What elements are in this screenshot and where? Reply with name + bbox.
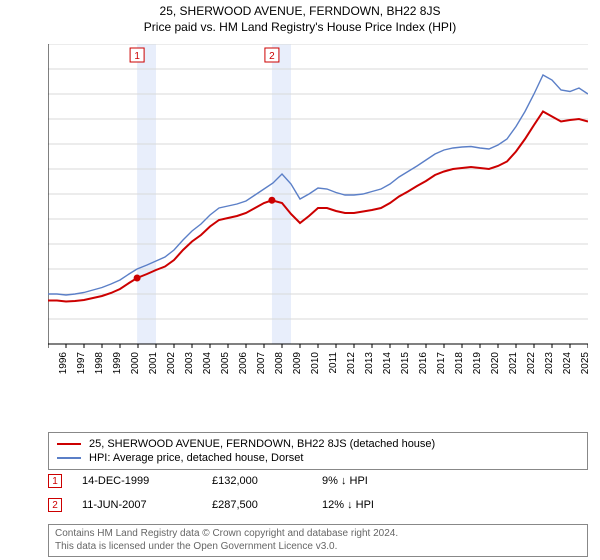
legend-item: 25, SHERWOOD AVENUE, FERNDOWN, BH22 8JS … [57,437,579,451]
svg-text:2008: 2008 [274,352,285,375]
svg-text:2022: 2022 [526,352,537,375]
svg-text:1995: 1995 [48,352,51,375]
svg-text:2025: 2025 [580,352,588,375]
svg-text:2023: 2023 [544,352,555,375]
svg-text:1: 1 [134,51,140,62]
sale-price: £132,000 [212,475,322,487]
title-line-1: 25, SHERWOOD AVENUE, FERNDOWN, BH22 8JS [0,4,600,18]
sale-delta: 9% ↓ HPI [322,475,368,487]
sale-date: 11-JUN-2007 [82,499,212,511]
svg-text:1998: 1998 [94,352,105,375]
svg-text:2002: 2002 [166,352,177,375]
svg-text:2020: 2020 [490,352,501,375]
svg-text:2010: 2010 [310,352,321,375]
svg-text:2021: 2021 [508,352,519,375]
chart-svg: £0£50K£100K£150K£200K£250K£300K£350K£400… [48,44,588,388]
svg-text:2017: 2017 [436,352,447,375]
legend-swatch [57,457,81,459]
svg-text:2014: 2014 [382,352,393,375]
sale-record: 2 11-JUN-2007 £287,500 12% ↓ HPI [48,498,588,512]
footer-line-1: Contains HM Land Registry data © Crown c… [55,528,581,541]
svg-text:2024: 2024 [562,352,573,375]
svg-text:2000: 2000 [130,352,141,375]
svg-text:2006: 2006 [238,352,249,375]
chart-title: 25, SHERWOOD AVENUE, FERNDOWN, BH22 8JS … [0,0,600,34]
price-chart: £0£50K£100K£150K£200K£250K£300K£350K£400… [48,44,588,388]
svg-text:2004: 2004 [202,352,213,375]
svg-text:2016: 2016 [418,352,429,375]
svg-text:2009: 2009 [292,352,303,375]
sale-marker-icon: 2 [48,498,62,512]
svg-text:2005: 2005 [220,352,231,375]
legend-item: HPI: Average price, detached house, Dors… [57,451,579,465]
svg-text:2003: 2003 [184,352,195,375]
sale-record: 1 14-DEC-1999 £132,000 9% ↓ HPI [48,474,588,488]
sale-marker-icon: 1 [48,474,62,488]
legend-label: 25, SHERWOOD AVENUE, FERNDOWN, BH22 8JS … [89,438,435,450]
svg-text:2019: 2019 [472,352,483,375]
sale-delta: 12% ↓ HPI [322,499,374,511]
svg-text:2007: 2007 [256,352,267,375]
sale-price: £287,500 [212,499,322,511]
legend-swatch [57,443,81,445]
sale-date: 14-DEC-1999 [82,475,212,487]
svg-text:2001: 2001 [148,352,159,375]
legend-label: HPI: Average price, detached house, Dors… [89,452,303,464]
svg-text:2011: 2011 [328,352,339,374]
svg-text:2018: 2018 [454,352,465,375]
svg-text:2015: 2015 [400,352,411,375]
svg-text:1996: 1996 [58,352,69,375]
title-line-2: Price paid vs. HM Land Registry's House … [0,20,600,34]
attribution-footer: Contains HM Land Registry data © Crown c… [48,524,588,557]
footer-line-2: This data is licensed under the Open Gov… [55,541,581,554]
svg-text:2012: 2012 [346,352,357,375]
svg-text:2013: 2013 [364,352,375,375]
legend: 25, SHERWOOD AVENUE, FERNDOWN, BH22 8JS … [48,432,588,470]
svg-text:2: 2 [269,51,275,62]
svg-text:1999: 1999 [112,352,123,375]
svg-text:1997: 1997 [76,352,87,375]
